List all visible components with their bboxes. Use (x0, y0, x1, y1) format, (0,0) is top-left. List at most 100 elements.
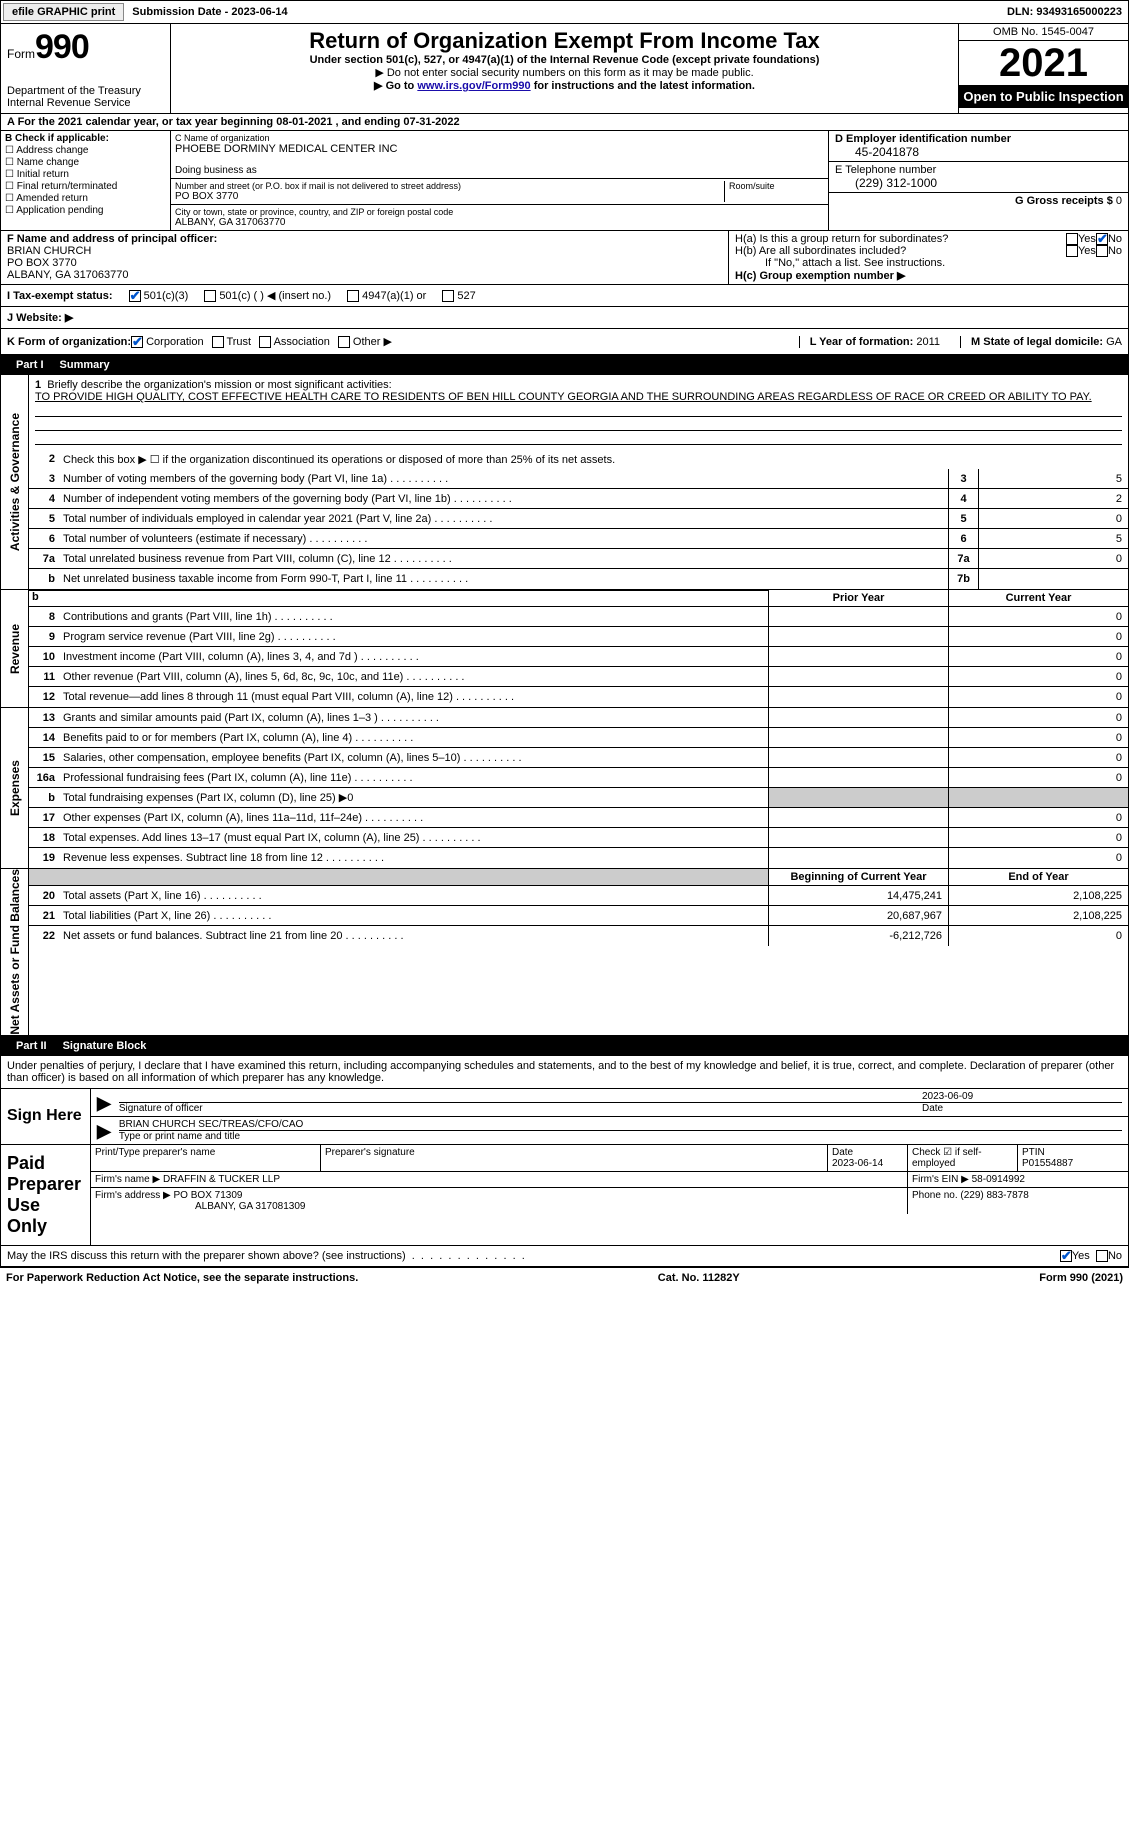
section-j: J Website: ▶ (0, 307, 1129, 329)
sig-date-value: 2023-06-09 (922, 1091, 1122, 1102)
top-bar: efile GRAPHIC print Submission Date - 20… (0, 0, 1129, 24)
form-title: Return of Organization Exempt From Incom… (177, 28, 952, 54)
sig-officer-label: Signature of officer (119, 1102, 922, 1114)
form-label: Form (7, 47, 35, 61)
summary-line: 6 Total number of volunteers (estimate i… (29, 529, 1128, 549)
chk-address-change[interactable]: ☐ Address change (5, 145, 166, 156)
col-beginning: Beginning of Current Year (768, 869, 948, 885)
chk-app-pending[interactable]: ☐ Application pending (5, 205, 166, 216)
part2-title: Signature Block (63, 1040, 147, 1052)
ptin-label: PTIN (1022, 1147, 1045, 1158)
discuss-no[interactable] (1096, 1250, 1108, 1262)
h-a-yes[interactable] (1066, 233, 1078, 245)
section-b-label: B Check if applicable: (5, 133, 166, 144)
summary-line: 8 Contributions and grants (Part VIII, l… (29, 607, 1128, 627)
summary-line: 15 Salaries, other compensation, employe… (29, 748, 1128, 768)
part2-header: Part II Signature Block (0, 1036, 1129, 1056)
officer-label: F Name and address of principal officer: (7, 233, 722, 245)
sig-date-label: Date (922, 1102, 1122, 1114)
org-name-label: C Name of organization (175, 133, 824, 143)
chk-501c[interactable] (204, 290, 216, 302)
sign-here-label: Sign Here (1, 1089, 91, 1144)
tax-exempt-label: I Tax-exempt status: (7, 290, 113, 302)
summary-line: 16a Professional fundraising fees (Part … (29, 768, 1128, 788)
chk-4947[interactable] (347, 290, 359, 302)
tel-label: E Telephone number (835, 164, 1122, 176)
ptin-value: P01554887 (1022, 1158, 1073, 1169)
summary-line: 22 Net assets or fund balances. Subtract… (29, 926, 1128, 946)
summary-line: 20 Total assets (Part X, line 16) 14,475… (29, 886, 1128, 906)
chk-initial-return[interactable]: ☐ Initial return (5, 169, 166, 180)
prep-date: 2023-06-14 (832, 1158, 883, 1169)
discuss-yes[interactable] (1060, 1250, 1072, 1262)
firm-addr-label: Firm's address ▶ (95, 1190, 174, 1201)
summary-line: 9 Program service revenue (Part VIII, li… (29, 627, 1128, 647)
footer-left: For Paperwork Reduction Act Notice, see … (6, 1272, 358, 1284)
prep-sig-label: Preparer's signature (321, 1145, 828, 1171)
summary-line: 4 Number of independent voting members o… (29, 489, 1128, 509)
chk-final-return[interactable]: ☐ Final return/terminated (5, 181, 166, 192)
h-b-yes[interactable] (1066, 245, 1078, 257)
summary-line: 21 Total liabilities (Part X, line 26) 2… (29, 906, 1128, 926)
room-label: Room/suite (729, 181, 824, 191)
irs-link[interactable]: www.irs.gov/Form990 (417, 80, 530, 92)
open-to-public: Open to Public Inspection (959, 85, 1128, 108)
firm-ein: 58-0914992 (972, 1174, 1025, 1185)
year-formation: L Year of formation: 2011 (799, 336, 940, 348)
summary-line: 3 Number of voting members of the govern… (29, 469, 1128, 489)
chk-trust[interactable] (212, 336, 224, 348)
h-b-note: If "No," attach a list. See instructions… (735, 257, 1122, 269)
discuss-label: May the IRS discuss this return with the… (7, 1250, 406, 1262)
h-a-no[interactable] (1096, 233, 1108, 245)
gross-value: 0 (1116, 195, 1122, 207)
section-b: B Check if applicable: ☐ Address change … (1, 131, 171, 230)
chk-501c3[interactable] (129, 290, 141, 302)
chk-amended[interactable]: ☐ Amended return (5, 193, 166, 204)
part1-title: Summary (60, 359, 110, 371)
form-id-block: Form990 Department of the Treasury Inter… (1, 24, 171, 113)
header-right-block: OMB No. 1545-0047 2021 Open to Public In… (958, 24, 1128, 113)
gross-label: G Gross receipts $ (1015, 195, 1116, 207)
firm-name: DRAFFIN & TUCKER LLP (163, 1174, 280, 1185)
header-title-block: Return of Organization Exempt From Incom… (171, 24, 958, 113)
section-k: K Form of organization: Corporation Trus… (0, 329, 1129, 355)
paid-preparer-label: Paid Preparer Use Only (1, 1145, 91, 1245)
summary-line: 7a Total unrelated business revenue from… (29, 549, 1128, 569)
col-curr: Current Year (948, 590, 1128, 606)
period-row: A For the 2021 calendar year, or tax yea… (0, 114, 1129, 131)
dept-treasury: Department of the Treasury (7, 85, 164, 97)
summary-line: 14 Benefits paid to or for members (Part… (29, 728, 1128, 748)
mission-text: TO PROVIDE HIGH QUALITY, COST EFFECTIVE … (35, 391, 1092, 403)
vtab-expenses: Expenses (1, 708, 29, 868)
chk-other[interactable] (338, 336, 350, 348)
submission-date: Submission Date - 2023-06-14 (126, 6, 293, 18)
chk-assoc[interactable] (259, 336, 271, 348)
h-b-no[interactable] (1096, 245, 1108, 257)
goto-note: ▶ Go to www.irs.gov/Form990 for instruct… (177, 79, 952, 92)
section-d: D Employer identification number 45-2041… (828, 131, 1128, 230)
part1-num: Part I (8, 357, 52, 373)
page-footer: For Paperwork Reduction Act Notice, see … (0, 1267, 1129, 1288)
firm-city: ALBANY, GA 317081309 (95, 1201, 305, 1212)
summary-line: 12 Total revenue—add lines 8 through 11 … (29, 687, 1128, 707)
chk-527[interactable] (442, 290, 454, 302)
officer-printed-name: BRIAN CHURCH SEC/TREAS/CFO/CAO (119, 1119, 1122, 1130)
summary-line: 5 Total number of individuals employed i… (29, 509, 1128, 529)
part2-num: Part II (8, 1038, 55, 1054)
addr-label: Number and street (or P.O. box if mail i… (175, 181, 724, 191)
state-domicile: M State of legal domicile: GA (960, 336, 1122, 348)
perjury-declaration: Under penalties of perjury, I declare th… (1, 1056, 1128, 1088)
summary-line: b Net unrelated business taxable income … (29, 569, 1128, 589)
discuss-row: May the IRS discuss this return with the… (0, 1246, 1129, 1267)
footer-right: Form 990 (2021) (1039, 1272, 1123, 1284)
chk-corp[interactable] (131, 336, 143, 348)
org-address: PO BOX 3770 (175, 191, 724, 202)
org-name: PHOEBE DORMINY MEDICAL CENTER INC (175, 143, 824, 155)
dba-label: Doing business as (175, 165, 824, 176)
section-f: F Name and address of principal officer:… (1, 231, 728, 284)
chk-name-change[interactable]: ☐ Name change (5, 157, 166, 168)
vtab-activities: Activities & Governance (1, 375, 29, 589)
efile-print-button[interactable]: efile GRAPHIC print (3, 3, 124, 21)
omb-number: OMB No. 1545-0047 (959, 24, 1128, 41)
section-h: H(a) Is this a group return for subordin… (728, 231, 1128, 284)
